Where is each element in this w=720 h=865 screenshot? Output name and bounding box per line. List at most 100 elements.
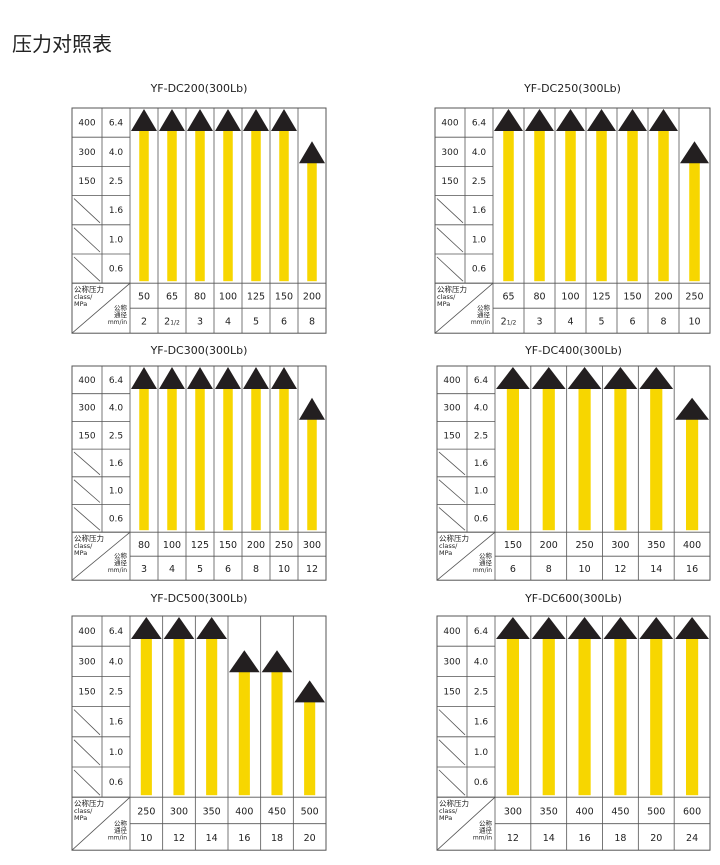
mpa-label: 0.6 [109,265,124,275]
pressure-bar [304,701,316,796]
mpa-unit-label: MPa [439,549,452,557]
nominal-size-mm: 150 [504,540,522,551]
table-title: YF-DC200(300Lb) [150,82,248,95]
arrow-head-icon [294,680,325,703]
table-title: YF-DC250(300Lb) [524,82,621,95]
mpa-label: 0.6 [474,514,489,524]
arrow-head-icon [271,109,297,131]
pressure-bar [614,388,627,531]
diameter-label: 通径 [479,826,493,835]
nominal-size-mm: 80 [533,292,545,303]
nominal-size-inch: 16 [238,833,250,844]
nominal-size-inch: 16 [579,833,591,844]
arrow-head-icon [187,367,213,389]
mpa-label: 6.4 [474,376,489,386]
pressure-bar [596,130,607,282]
nominal-size-mm: 450 [268,806,286,817]
nominal-size-mm: 150 [219,540,237,551]
nominal-size-mm: 200 [247,540,265,551]
arrow-head-icon [525,109,554,131]
nominal-size-inch: 5 [253,317,259,328]
pressure-bar [578,638,591,796]
table-title: YF-DC600(300Lb) [525,592,622,605]
mpa-label: 0.6 [109,778,124,788]
class-label: 300 [443,404,460,414]
table-border [436,615,711,851]
nominal-size-inch: 24 [686,833,698,844]
nominal-size-inch: 6 [510,564,516,575]
arrow-head-icon [675,397,709,420]
class-label: class/ [437,293,456,301]
unit-label: mm/in [473,835,492,842]
nominal-size-mm: 400 [683,540,701,551]
table-title: YF-DC400(300Lb) [525,344,622,357]
nominal-size-mm: 200 [540,540,558,551]
class-label: 400 [443,376,460,386]
nominal-size-mm: 250 [275,540,293,551]
page-title: 压力对照表 [12,32,112,56]
diagonal-line [438,709,466,736]
arrow-head-icon [680,141,709,164]
pressure-bar [271,671,283,796]
mpa-label: 1.0 [474,487,489,497]
pressure-table: 400 6.4 300 4.0 150 2.5 1.6 1.0 0.6 公称压力class/MPa… [434,107,711,334]
pressure-table: 400 6.4 300 4.0 150 2.5 1.6 1.0 0.6 公称压力class/MPa… [71,365,327,581]
nominal-size-mm: 80 [138,540,150,551]
nominal-size-inch: 21/2 [164,317,180,328]
diagonal-line [436,256,464,282]
pressure-table: 400 6.4 300 4.0 150 2.5 1.6 1.0 0.6 公称压力class/MPa… [436,615,711,851]
pressure-label: 公称压力 [439,798,469,808]
nominal-size-mm: 150 [623,292,641,303]
diameter-label: 通径 [477,310,491,319]
pressure-bar [658,130,669,282]
nominal-size-inch: 10 [688,317,700,328]
class-label: 300 [78,657,95,667]
mpa-label: 1.6 [472,206,487,216]
arrow-head-icon [494,109,523,131]
arrow-head-icon [196,617,227,639]
nominal-size-inch: 3 [197,317,203,328]
mpa-unit-label: MPa [74,300,87,308]
diagonal-line [438,739,466,766]
nominal-size-inch: 4 [169,564,175,575]
nominal-size-inch: 8 [660,317,666,328]
nominal-size-inch: 3 [141,564,147,575]
arrow-head-icon [299,397,325,420]
diagonal-line [438,451,466,476]
pressure-bar [506,388,520,531]
pressure-bar [307,418,317,531]
diameter-label: 公称 [114,819,128,828]
nominal-size-inch: 10 [278,564,290,575]
pressure-bar [223,388,233,531]
unit-label: mm/in [108,835,127,842]
pressure-table: 400 6.4 300 4.0 150 2.5 1.6 1.0 0.6 公称压力class/MPa… [71,615,327,851]
mpa-label: 1.6 [109,718,124,728]
diagonal-line [438,479,466,503]
pressure-bar [685,638,699,796]
pressure-bar [650,638,663,796]
pressure-bar [139,130,149,282]
mpa-label: 4.0 [109,657,124,667]
nominal-size-inch: 20 [304,833,316,844]
table-border [71,615,327,851]
diagonal-line [73,507,101,531]
unit-label: mm/in [471,319,490,326]
table-border [71,107,327,334]
diagonal-line [436,198,464,224]
arrow-head-icon [531,367,566,389]
arrow-head-icon [639,367,674,389]
nominal-size-inch: 6 [629,317,635,328]
arrow-head-icon [587,109,616,131]
diameter-label: 公称 [114,303,128,312]
unit-label: mm/in [473,567,492,574]
class-label: 150 [78,177,95,187]
diagonal-line [71,282,131,334]
mpa-label: 1.0 [109,487,124,497]
nominal-size-inch: 14 [650,564,662,575]
pressure-bar [503,130,514,282]
mpa-unit-label: MPa [437,300,450,308]
pressure-label: 公称压力 [437,284,467,294]
pressure-label: 公称压力 [439,533,469,543]
nominal-size-inch: 4 [225,317,231,328]
arrow-head-icon [675,617,709,639]
